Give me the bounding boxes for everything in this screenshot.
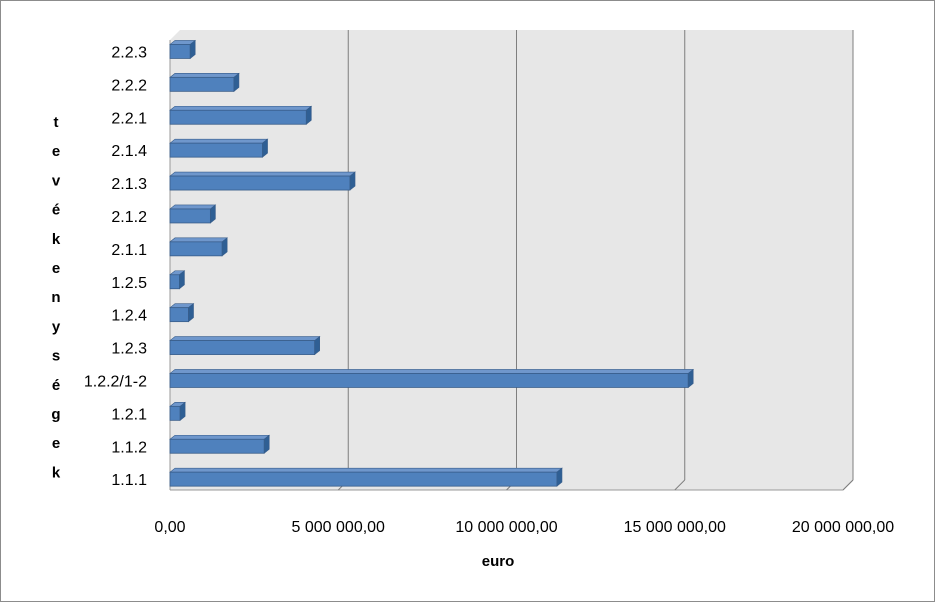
- y-axis-title-letter: e: [52, 143, 60, 160]
- bar-end-face: [179, 270, 185, 290]
- bar-end-face: [305, 105, 312, 125]
- bar-front-face: [169, 340, 316, 355]
- bar: [169, 39, 197, 60]
- bar-front-face: [169, 274, 180, 290]
- bar-top-face: [169, 336, 321, 341]
- bar-front-face: [169, 241, 223, 257]
- bar-top-face: [169, 105, 313, 111]
- x-tick-labels: 0,00 5 000 000,00 10 000 000,00 15 000 000,…: [154, 519, 894, 536]
- y-axis-title-letter: s: [52, 348, 60, 365]
- bar-end-face: [233, 72, 240, 92]
- plot-area: [169, 30, 854, 491]
- bar-end-face: [188, 303, 194, 323]
- bar-end-face: [687, 368, 694, 389]
- x-axis-title: euro: [482, 553, 515, 570]
- bar-top-face: [169, 237, 229, 243]
- bar: [169, 237, 229, 257]
- bar-top-face: [169, 73, 240, 78]
- bar-front-face: [169, 142, 263, 158]
- y-tick-label: 2.1.2: [111, 209, 147, 226]
- bar-end-face: [314, 335, 320, 356]
- y-tick-labels: 1.1.1 1.1.2 1.2.1 1.2.2/1-2 1.2.3 1.2.4 1.2.5 2…: [84, 44, 147, 489]
- y-tick-label: 1.2.5: [111, 275, 147, 292]
- y-tick-label: 1.2.3: [111, 341, 147, 358]
- y-axis-title-letter: g: [51, 406, 60, 423]
- bar-end-face: [262, 138, 268, 158]
- bar-top-face: [169, 369, 695, 374]
- x-tick-label: 0,00: [154, 519, 185, 536]
- bar-front-face: [169, 307, 189, 323]
- bar-top-face: [169, 467, 563, 473]
- bar-top-face: [169, 434, 271, 440]
- bar-front-face: [169, 109, 307, 125]
- bar: [169, 138, 269, 158]
- bar-end-face: [179, 401, 186, 421]
- bar-end-face: [349, 171, 356, 191]
- gridlines: [337, 30, 854, 491]
- bar-front-face: [169, 438, 265, 454]
- plot-wall: [170, 30, 853, 490]
- y-tick-label: 2.2.1: [111, 110, 147, 127]
- y-tick-label: 2.2.2: [111, 77, 147, 94]
- y-axis-title-letter: v: [52, 172, 61, 189]
- y-axis-title-letter: e: [52, 435, 60, 452]
- y-tick-label: 1.2.2/1-2: [84, 373, 147, 390]
- bar-front-face: [169, 208, 211, 224]
- gridline-floor: [842, 479, 854, 491]
- bar-front-face: [169, 175, 351, 191]
- y-tick-label: 2.1.4: [111, 143, 147, 160]
- x-tick-label: 5 000 000,00: [292, 519, 386, 536]
- bar-front-face: [169, 471, 558, 487]
- x-tick-label: 10 000 000,00: [455, 519, 557, 536]
- bars: [169, 39, 695, 487]
- bar: [169, 335, 321, 356]
- bar: [169, 270, 186, 290]
- bar-front-face: [169, 405, 181, 421]
- x-tick-label: 20 000 000,00: [792, 519, 894, 536]
- bar-top-face: [169, 171, 356, 177]
- y-tick-label: 1.2.4: [111, 308, 147, 325]
- bar-end-face: [210, 204, 216, 224]
- y-tick-label: 1.1.2: [111, 439, 147, 456]
- y-tick-label: 2.2.3: [111, 44, 147, 61]
- bar: [169, 434, 271, 454]
- bar-top-face: [169, 204, 217, 210]
- bar-front-face: [169, 373, 689, 388]
- bar: [169, 204, 217, 224]
- bar-front-face: [169, 44, 191, 59]
- gridline-floor: [674, 479, 686, 491]
- y-tick-label: 1.2.1: [111, 406, 147, 423]
- y-axis-title-letter: k: [52, 231, 61, 248]
- y-tick-label: 1.1.1: [111, 472, 147, 489]
- bar-top-face: [169, 138, 269, 144]
- bar-front-face: [169, 76, 235, 92]
- y-axis-title-letter: t: [54, 114, 59, 131]
- bar-end-face: [221, 237, 228, 257]
- y-axis-title-letter: é: [52, 202, 60, 219]
- bar: [169, 401, 186, 421]
- bar-end-face: [556, 467, 563, 487]
- bar-end-face: [263, 434, 270, 454]
- bar: [169, 368, 695, 389]
- y-axis-title-letter: e: [52, 260, 60, 277]
- bar: [169, 171, 356, 191]
- y-axis-title-letter: y: [52, 318, 61, 335]
- bar: [169, 467, 563, 487]
- bar: [169, 105, 313, 125]
- y-tick-label: 2.1.3: [111, 176, 147, 193]
- y-tick-label: 2.1.1: [111, 242, 147, 259]
- bar: [169, 72, 240, 92]
- x-tick-label: 15 000 000,00: [624, 519, 726, 536]
- y-axis-title-letter: n: [51, 289, 60, 306]
- bar-end-face: [189, 39, 196, 60]
- y-axis-title-letter: é: [52, 377, 60, 394]
- bar: [169, 303, 195, 323]
- y-axis-title-letter: k: [52, 464, 61, 481]
